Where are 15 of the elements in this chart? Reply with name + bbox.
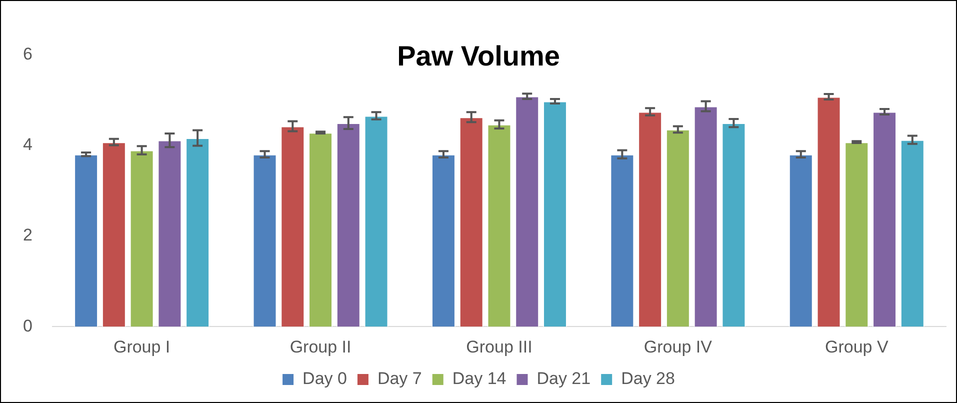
y-tick-label: 4 (22, 134, 32, 154)
y-tick-label: 6 (22, 44, 32, 64)
legend-label: Day 21 (536, 369, 591, 388)
legend-label: Day 14 (452, 369, 506, 388)
x-tick-label: Group III (466, 337, 532, 356)
chart-title: Paw Volume (397, 40, 560, 72)
legend-label: Day 7 (377, 369, 422, 388)
x-tick-label: Group I (113, 337, 170, 356)
legend-label: Day 28 (621, 369, 675, 388)
legend-label: Day 0 (302, 369, 347, 388)
x-tick-label: Group II (290, 337, 352, 356)
y-tick-label: 0 (22, 316, 32, 336)
y-tick-label: 2 (22, 226, 32, 245)
x-tick-label: Group V (824, 337, 889, 356)
x-tick-label: Group IV (644, 337, 713, 356)
